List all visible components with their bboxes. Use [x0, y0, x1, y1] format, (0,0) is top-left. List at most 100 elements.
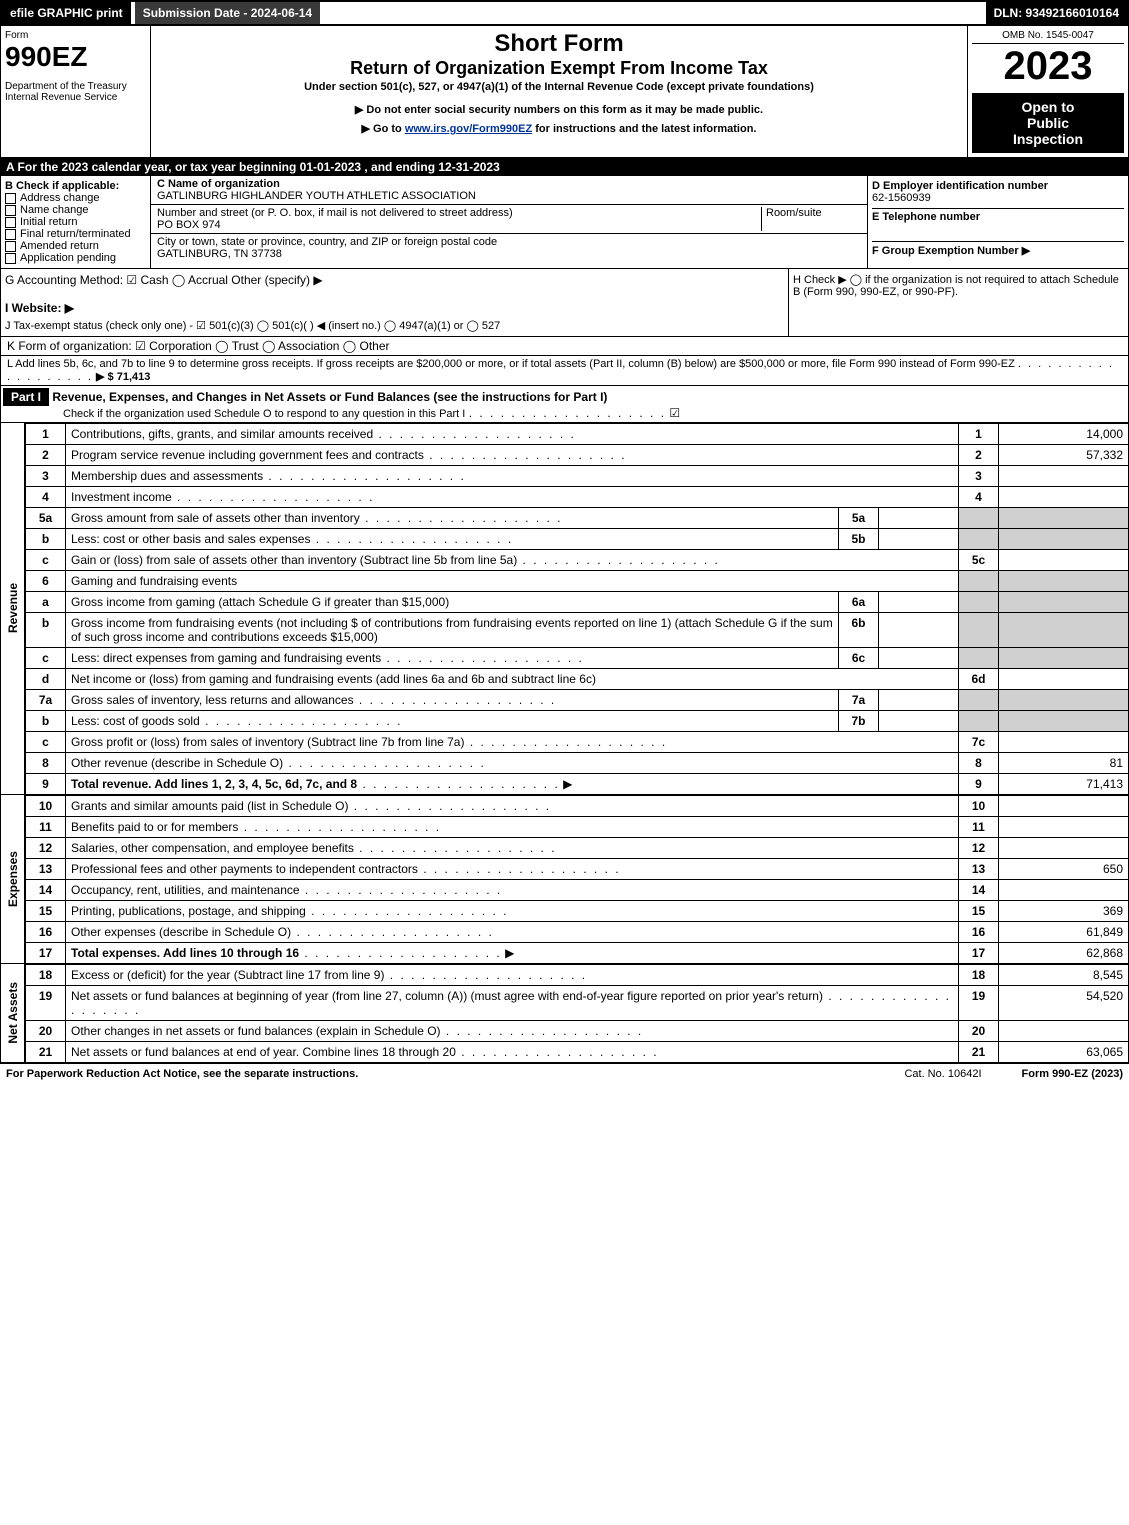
line-12: 12Salaries, other compensation, and empl…: [26, 838, 1129, 859]
k-form-org: K Form of organization: ☑ Corporation ◯ …: [0, 337, 1129, 356]
org-name: GATLINBURG HIGHLANDER YOUTH ATHLETIC ASS…: [157, 190, 476, 202]
expenses-block: Expenses 10Grants and similar amounts pa…: [0, 795, 1129, 964]
city-label: City or town, state or province, country…: [157, 236, 497, 248]
part-i-header: Part I Revenue, Expenses, and Changes in…: [0, 386, 1129, 423]
netassets-block: Net Assets 18Excess or (deficit) for the…: [0, 964, 1129, 1063]
b-opt-1[interactable]: Name change: [5, 204, 146, 216]
section-g-h: G Accounting Method: ☑ Cash ◯ Accrual Ot…: [0, 269, 1129, 337]
line-10: 10Grants and similar amounts paid (list …: [26, 796, 1129, 817]
irs-label: Internal Revenue Service: [5, 92, 146, 103]
line-15: 15Printing, publications, postage, and s…: [26, 901, 1129, 922]
line-21: 21Net assets or fund balances at end of …: [26, 1042, 1129, 1063]
line-14: 14Occupancy, rent, utilities, and mainte…: [26, 880, 1129, 901]
line-8: 8Other revenue (describe in Schedule O)8…: [26, 753, 1129, 774]
line-2: 2Program service revenue including gover…: [26, 445, 1129, 466]
open-to-public: Open to Public Inspection: [972, 93, 1124, 153]
g-accounting: G Accounting Method: ☑ Cash ◯ Accrual Ot…: [5, 273, 784, 287]
section-c: C Name of organization GATLINBURG HIGHLA…: [151, 176, 868, 268]
line-4: 4Investment income4: [26, 487, 1129, 508]
footer-left: For Paperwork Reduction Act Notice, see …: [6, 1068, 358, 1080]
revenue-vlabel: Revenue: [6, 583, 20, 633]
expenses-vlabel: Expenses: [6, 851, 20, 907]
part-i-title: Revenue, Expenses, and Changes in Net As…: [52, 390, 607, 404]
f-label: F Group Exemption Number ▶: [872, 241, 1124, 257]
line-20: 20Other changes in net assets or fund ba…: [26, 1021, 1129, 1042]
line-11: 11Benefits paid to or for members11: [26, 817, 1129, 838]
open-line1: Open to: [978, 99, 1118, 115]
part-i-label: Part I: [3, 388, 49, 406]
form-header: Form 990EZ Department of the Treasury In…: [0, 26, 1129, 158]
line-16: 16Other expenses (describe in Schedule O…: [26, 922, 1129, 943]
street-label: Number and street (or P. O. box, if mail…: [157, 207, 513, 219]
line-6: 6Gaming and fundraising events: [26, 571, 1129, 592]
b-title: B Check if applicable:: [5, 180, 146, 192]
j-tax-status: J Tax-exempt status (check only one) - ☑…: [5, 319, 784, 332]
line-13: 13Professional fees and other payments t…: [26, 859, 1129, 880]
line-6d: dNet income or (loss) from gaming and fu…: [26, 669, 1129, 690]
line-6c: cLess: direct expenses from gaming and f…: [26, 648, 1129, 669]
ssn-warning: ▶ Do not enter social security numbers o…: [155, 103, 963, 116]
line-5a: 5aGross amount from sale of assets other…: [26, 508, 1129, 529]
b-opt-5[interactable]: Application pending: [5, 252, 146, 264]
efile-label[interactable]: efile GRAPHIC print: [2, 2, 131, 24]
b-opt-3[interactable]: Final return/terminated: [5, 228, 146, 240]
omb-number: OMB No. 1545-0047: [972, 30, 1124, 44]
footer-formno: Form 990-EZ (2023): [1022, 1068, 1123, 1080]
line-9: 9Total revenue. Add lines 1, 2, 3, 4, 5c…: [26, 774, 1129, 795]
form-word: Form: [5, 30, 146, 41]
line-17: 17Total expenses. Add lines 10 through 1…: [26, 943, 1129, 964]
section-b-c-d: B Check if applicable: Address change Na…: [0, 176, 1129, 269]
b-opt-0[interactable]: Address change: [5, 192, 146, 204]
goto-link[interactable]: ▶ Go to www.irs.gov/Form990EZ for instru…: [155, 122, 963, 135]
line-5b: bLess: cost or other basis and sales exp…: [26, 529, 1129, 550]
line-6b: bGross income from fundraising events (n…: [26, 613, 1129, 648]
footer-catno: Cat. No. 10642I: [904, 1068, 981, 1080]
section-d-e-f: D Employer identification number 62-1560…: [868, 176, 1128, 268]
open-line2: Public: [978, 115, 1118, 131]
line-6a: aGross income from gaming (attach Schedu…: [26, 592, 1129, 613]
ein: 62-1560939: [872, 192, 1124, 204]
revenue-table: 1Contributions, gifts, grants, and simil…: [25, 423, 1129, 795]
i-website: I Website: ▶: [5, 301, 784, 315]
page-footer: For Paperwork Reduction Act Notice, see …: [0, 1063, 1129, 1084]
d-label: D Employer identification number: [872, 180, 1124, 192]
line-3: 3Membership dues and assessments3: [26, 466, 1129, 487]
line-7b: bLess: cost of goods sold7b: [26, 711, 1129, 732]
l-text: L Add lines 5b, 6c, and 7b to line 9 to …: [7, 358, 1015, 370]
l-amount: ▶ $ 71,413: [96, 371, 150, 383]
line-19: 19Net assets or fund balances at beginni…: [26, 986, 1129, 1021]
main-title: Return of Organization Exempt From Incom…: [155, 58, 963, 79]
short-form-title: Short Form: [155, 30, 963, 58]
b-opt-4[interactable]: Amended return: [5, 240, 146, 252]
submission-date: Submission Date - 2024-06-14: [135, 2, 320, 24]
section-a: A For the 2023 calendar year, or tax yea…: [0, 158, 1129, 176]
dept-label: Department of the Treasury: [5, 81, 146, 92]
tax-year: 2023: [972, 44, 1124, 89]
subtitle: Under section 501(c), 527, or 4947(a)(1)…: [155, 81, 963, 93]
line-7c: cGross profit or (loss) from sales of in…: [26, 732, 1129, 753]
line-5c: cGain or (loss) from sale of assets othe…: [26, 550, 1129, 571]
part-i-check-text: Check if the organization used Schedule …: [63, 408, 465, 420]
dln: DLN: 93492166010164: [986, 2, 1127, 24]
c-name-label: C Name of organization: [157, 178, 280, 190]
l-gross-receipts: L Add lines 5b, 6c, and 7b to line 9 to …: [0, 356, 1129, 386]
form-number: 990EZ: [5, 41, 146, 73]
street: PO BOX 974: [157, 219, 221, 231]
section-b: B Check if applicable: Address change Na…: [1, 176, 151, 268]
netassets-table: 18Excess or (deficit) for the year (Subt…: [25, 964, 1129, 1063]
open-line3: Inspection: [978, 131, 1118, 147]
revenue-block: Revenue 1Contributions, gifts, grants, a…: [0, 423, 1129, 795]
netassets-vlabel: Net Assets: [6, 982, 20, 1044]
b-opt-2[interactable]: Initial return: [5, 216, 146, 228]
room-label: Room/suite: [766, 207, 822, 219]
e-label: E Telephone number: [872, 208, 1124, 223]
h-schedule-b: H Check ▶ ◯ if the organization is not r…: [788, 269, 1128, 336]
top-bar: efile GRAPHIC print Submission Date - 20…: [0, 0, 1129, 26]
part-i-checkbox[interactable]: ☑: [669, 406, 680, 420]
line-7a: 7aGross sales of inventory, less returns…: [26, 690, 1129, 711]
irs-link[interactable]: www.irs.gov/Form990EZ: [405, 123, 532, 135]
expenses-table: 10Grants and similar amounts paid (list …: [25, 795, 1129, 964]
city: GATLINBURG, TN 37738: [157, 248, 282, 260]
line-1: 1Contributions, gifts, grants, and simil…: [26, 424, 1129, 445]
line-18: 18Excess or (deficit) for the year (Subt…: [26, 965, 1129, 986]
